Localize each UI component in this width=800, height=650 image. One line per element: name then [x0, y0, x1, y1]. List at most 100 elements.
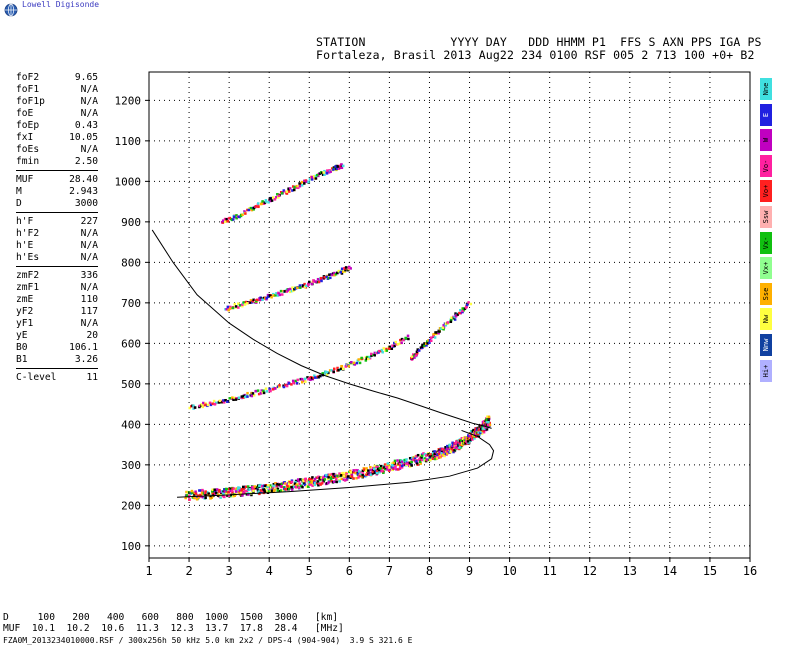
- echo-point: [384, 349, 387, 353]
- echo-point: [459, 308, 462, 312]
- echo-point: [323, 169, 326, 173]
- echo-point: [352, 361, 356, 365]
- echo-point: [300, 184, 304, 187]
- echo-point: [270, 489, 274, 493]
- echo-point: [361, 469, 365, 472]
- echo-point: [258, 484, 261, 488]
- echo-point: [309, 376, 312, 379]
- echo-point: [329, 276, 332, 280]
- echo-point: [277, 194, 281, 197]
- echo-point: [365, 355, 369, 359]
- y-tick-label: 1100: [115, 135, 142, 148]
- echo-point: [229, 487, 232, 490]
- echo-point: [235, 397, 238, 400]
- param-value: N/A: [80, 318, 98, 329]
- param-name: MUF: [16, 174, 34, 185]
- echo-point: [418, 460, 422, 463]
- echo-point: [301, 284, 305, 288]
- echo-point: [286, 289, 290, 292]
- echo-point: [273, 488, 276, 492]
- echo-point: [290, 479, 294, 482]
- echo-point: [251, 300, 255, 303]
- echo-point: [335, 167, 339, 170]
- echo-point: [313, 374, 316, 377]
- param-value: N/A: [80, 240, 98, 251]
- echo-point: [269, 294, 272, 298]
- echo-point: [284, 482, 287, 485]
- echo-point: [444, 446, 447, 449]
- echo-point: [333, 273, 336, 277]
- param-row: zmF1 N/A: [16, 282, 98, 294]
- echo-point: [240, 395, 244, 398]
- echo-point: [333, 271, 336, 275]
- echo-point: [478, 425, 481, 428]
- legend-item: Vx+: [760, 257, 772, 280]
- echo-point: [299, 484, 303, 488]
- echo-point: [338, 164, 341, 168]
- echo-point: [488, 423, 492, 427]
- echo-point: [433, 336, 437, 339]
- echo-point: [328, 369, 332, 372]
- echo-point: [276, 483, 279, 486]
- echo-point: [463, 439, 466, 442]
- echo-point: [454, 442, 457, 445]
- echo-point: [272, 490, 276, 493]
- echo-point: [237, 486, 240, 489]
- echo-point: [433, 457, 437, 461]
- echo-point: [209, 497, 212, 500]
- echo-point: [320, 482, 324, 485]
- echo-point: [232, 398, 235, 402]
- echo-point: [231, 487, 235, 490]
- echo-point: [276, 385, 280, 388]
- echo-point: [264, 199, 268, 202]
- echo-point: [449, 450, 453, 454]
- echo-point: [247, 208, 251, 212]
- echo-point: [257, 202, 260, 205]
- echo-point: [313, 477, 317, 481]
- echo-point: [301, 482, 305, 485]
- echo-point: [272, 482, 276, 486]
- echo-point: [256, 389, 260, 392]
- echo-point: [365, 469, 368, 473]
- y-tick-label: 100: [121, 540, 141, 553]
- echo-point: [240, 491, 243, 494]
- echo-point: [293, 185, 296, 189]
- echo-point: [487, 419, 490, 422]
- echo-point: [247, 493, 250, 496]
- echo-point: [304, 380, 307, 383]
- echo-point: [211, 492, 215, 495]
- echo-point: [469, 302, 473, 306]
- echo-point: [195, 498, 199, 501]
- echo-point: [364, 359, 368, 362]
- echo-point: [486, 420, 489, 424]
- echo-point: [263, 484, 267, 488]
- echo-point: [450, 316, 453, 320]
- echo-point: [228, 487, 231, 491]
- echo-point: [265, 390, 269, 393]
- echo-point: [259, 391, 263, 395]
- echo-point: [235, 214, 238, 217]
- param-row: MUF 28.40: [16, 174, 98, 186]
- echo-point: [417, 459, 421, 462]
- echo-point: [349, 267, 352, 270]
- echo-point: [199, 489, 203, 492]
- param-row: C-level 11: [16, 372, 98, 384]
- echo-point: [310, 376, 314, 380]
- echo-point: [354, 468, 358, 472]
- echo-point: [373, 354, 376, 357]
- echo-point: [317, 475, 320, 479]
- echo-point: [224, 398, 227, 402]
- echo-point: [228, 216, 231, 220]
- echo-point: [334, 165, 337, 168]
- echo-point: [248, 487, 251, 491]
- y-tick-label: 800: [121, 256, 141, 269]
- echo-point: [244, 489, 247, 493]
- echo-point: [442, 324, 445, 327]
- echo-point: [219, 496, 222, 499]
- echo-point: [347, 266, 351, 270]
- echo-point: [330, 475, 334, 479]
- echo-point: [394, 466, 397, 469]
- echo-point: [406, 334, 410, 338]
- echo-point: [400, 466, 404, 469]
